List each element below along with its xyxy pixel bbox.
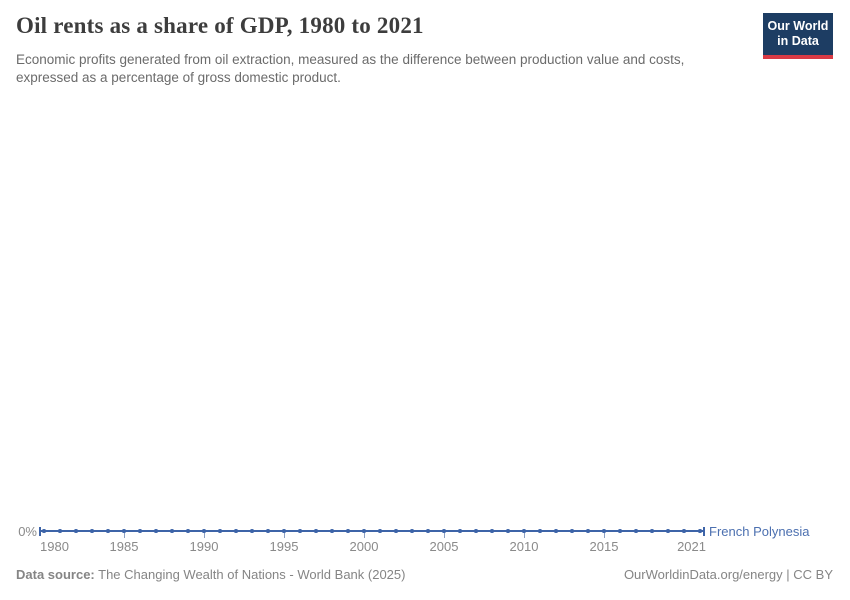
x-tick-label: 1990	[189, 539, 219, 554]
x-tick-label: 2000	[349, 539, 379, 554]
data-point	[458, 529, 462, 533]
x-tick-label: 1985	[109, 539, 139, 554]
axis-end-cap	[703, 526, 705, 536]
data-point	[218, 529, 222, 533]
data-point	[378, 529, 382, 533]
data-point	[554, 529, 558, 533]
data-point	[282, 529, 286, 533]
data-point	[682, 529, 686, 533]
chart-subtitle: Economic profits generated from oil extr…	[16, 52, 685, 85]
data-point	[442, 529, 446, 533]
data-point	[154, 529, 158, 533]
data-point	[666, 529, 670, 533]
x-tick-label: 2015	[589, 539, 619, 554]
data-point	[698, 529, 702, 533]
data-point	[250, 529, 254, 533]
data-point	[602, 529, 606, 533]
data-point	[138, 529, 142, 533]
data-point	[634, 529, 638, 533]
x-tick-label: 2021	[677, 539, 706, 554]
x-tick	[203, 533, 205, 538]
footer: Data source: The Changing Wealth of Nati…	[16, 567, 833, 582]
axis-start-cap	[39, 526, 41, 536]
data-point	[202, 529, 206, 533]
data-point	[266, 529, 270, 533]
data-point	[490, 529, 494, 533]
x-tick	[363, 533, 365, 538]
data-point	[186, 529, 190, 533]
data-point	[298, 529, 302, 533]
data-point	[106, 529, 110, 533]
data-point	[362, 529, 366, 533]
data-point	[58, 529, 62, 533]
data-point	[122, 529, 126, 533]
owid-logo: Our World in Data	[763, 13, 833, 59]
data-point	[650, 529, 654, 533]
y-axis-label: 0%	[18, 523, 37, 539]
data-point	[90, 529, 94, 533]
data-point	[346, 529, 350, 533]
chart-title: Oil rents as a share of GDP, 1980 to 202…	[16, 13, 424, 38]
x-tick-label: 2005	[429, 539, 459, 554]
data-point	[74, 529, 78, 533]
footer-credit: OurWorldinData.org/energy | CC BY	[623, 567, 833, 582]
data-point	[42, 529, 46, 533]
x-tick	[443, 533, 445, 538]
data-point	[410, 529, 414, 533]
data-point	[506, 529, 510, 533]
data-point	[522, 529, 526, 533]
data-source-text: The Changing Wealth of Nations - World B…	[94, 567, 406, 582]
data-point	[618, 529, 622, 533]
logo-text-line1: Our World	[767, 19, 829, 33]
x-tick-label: 2010	[509, 539, 539, 554]
data-source: Data source: The Changing Wealth of Nati…	[16, 567, 405, 582]
data-point	[570, 529, 574, 533]
x-tick	[283, 533, 285, 538]
plot-area	[0, 96, 850, 556]
data-point	[170, 529, 174, 533]
data-point	[426, 529, 430, 533]
entity-label: French Polynesia	[709, 524, 810, 539]
x-tick	[603, 533, 605, 538]
logo-text-line2: in Data	[777, 34, 819, 49]
x-tick	[523, 533, 525, 538]
data-point	[538, 529, 542, 533]
x-tick-label: 1980	[40, 539, 69, 554]
data-point	[314, 529, 318, 533]
series-line	[40, 530, 704, 532]
data-point	[586, 529, 590, 533]
data-source-label: Data source:	[16, 567, 95, 582]
x-tick	[123, 533, 125, 538]
data-point	[330, 529, 334, 533]
data-point	[234, 529, 238, 533]
x-tick-label: 1995	[269, 539, 299, 554]
data-point	[474, 529, 478, 533]
data-point	[394, 529, 398, 533]
